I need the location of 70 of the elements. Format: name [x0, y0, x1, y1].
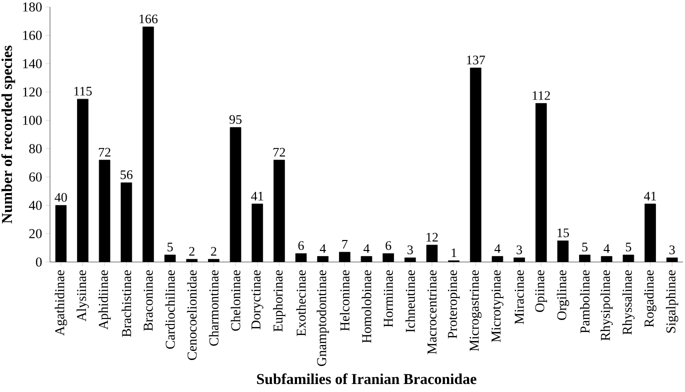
data-label: 4	[494, 244, 501, 253]
y-tick-label: 20	[29, 229, 42, 238]
x-tick-label: Sigalphinae	[666, 270, 678, 333]
x-tick-label: Exothecinae	[296, 270, 306, 336]
data-label: 5	[626, 242, 632, 252]
data-label: 40	[54, 193, 67, 202]
data-label: 1	[452, 248, 456, 258]
data-label: 4	[320, 244, 326, 253]
y-axis-title: Number of recorded species	[1, 46, 16, 224]
x-tick-label: Rogadinae	[644, 270, 656, 328]
data-label: 4	[604, 244, 610, 253]
x-tick-label: Helconinae	[340, 270, 350, 331]
x-tick-label: Ichneutinae	[405, 270, 415, 332]
data-label: 72	[98, 148, 110, 156]
x-tick-label: Agathidinae	[54, 270, 68, 336]
data-label: 2	[189, 247, 194, 256]
x-tick-label: Proteropinae	[448, 270, 460, 338]
data-label: 166	[140, 14, 158, 24]
x-tick-label: Doryctinae	[251, 270, 264, 330]
data-label: 72	[274, 148, 285, 156]
y-tick-label: 100	[23, 116, 42, 125]
data-label: 5	[582, 242, 588, 252]
data-label: 6	[386, 241, 392, 250]
x-tick-label: Rhyssalinae	[622, 270, 635, 335]
x-tick-label: Macrocentrinae	[427, 270, 437, 354]
x-tick-label: Braconinae	[144, 270, 153, 331]
data-label: 5	[168, 242, 173, 252]
y-tick-label: 40	[28, 200, 42, 210]
data-label: 3	[516, 245, 522, 254]
y-tick-label: 140	[23, 59, 42, 68]
data-label: 41	[251, 192, 264, 200]
x-tick-label: Opiinae	[535, 270, 548, 312]
x-tick-label: Rhysipolinae	[600, 270, 613, 341]
x-tick-label: Microgastrinae	[470, 270, 482, 352]
x-tick-label: Cheloninae	[230, 270, 240, 331]
y-tick-label: 120	[23, 87, 42, 97]
x-tick-label: Microtypinae	[492, 270, 504, 342]
y-tick-label: 0	[36, 257, 42, 267]
x-tick-label: Hormiinae	[384, 270, 393, 328]
data-label: 6	[298, 241, 304, 250]
data-label: 15	[558, 228, 569, 238]
data-label: 137	[467, 56, 486, 64]
data-label: 95	[229, 115, 242, 124]
x-tick-label: Cardiochilinae	[165, 270, 175, 349]
x-axis-title: Subfamilies of Iranian Braconidae	[257, 373, 476, 384]
x-tick-label: Homolobinae	[362, 270, 372, 343]
data-label: 2	[211, 247, 216, 256]
x-tick-label: Brachistinae	[122, 270, 132, 337]
x-tick-label: Gnamptodontinae	[316, 270, 329, 366]
x-tick-label: Charmontinae	[208, 270, 218, 346]
data-label: 4	[364, 244, 370, 253]
data-label: 115	[74, 86, 92, 96]
x-tick-label: Pambolinae	[580, 270, 590, 334]
x-tick-label: Miracinae	[514, 270, 524, 324]
data-label: 56	[120, 170, 133, 180]
data-label: 41	[644, 192, 656, 200]
data-label: 112	[532, 91, 550, 100]
x-tick-label: Aphidiinae	[98, 270, 111, 330]
y-tick-label: 160	[23, 30, 42, 40]
x-tick-label: Euphorinae	[273, 270, 286, 332]
x-tick-label: Alysiinae	[76, 270, 89, 322]
y-tick-label: 180	[23, 2, 42, 12]
x-tick-label: Cenocoelionidae	[187, 270, 197, 360]
data-label: 3	[669, 245, 675, 254]
x-tick-label: Orgilinae	[556, 270, 570, 320]
data-label: 3	[408, 245, 413, 254]
data-label: 12	[426, 232, 438, 242]
data-label: 7	[342, 240, 348, 249]
y-tick-label: 60	[29, 172, 42, 182]
y-tick-label: 80	[29, 144, 42, 154]
